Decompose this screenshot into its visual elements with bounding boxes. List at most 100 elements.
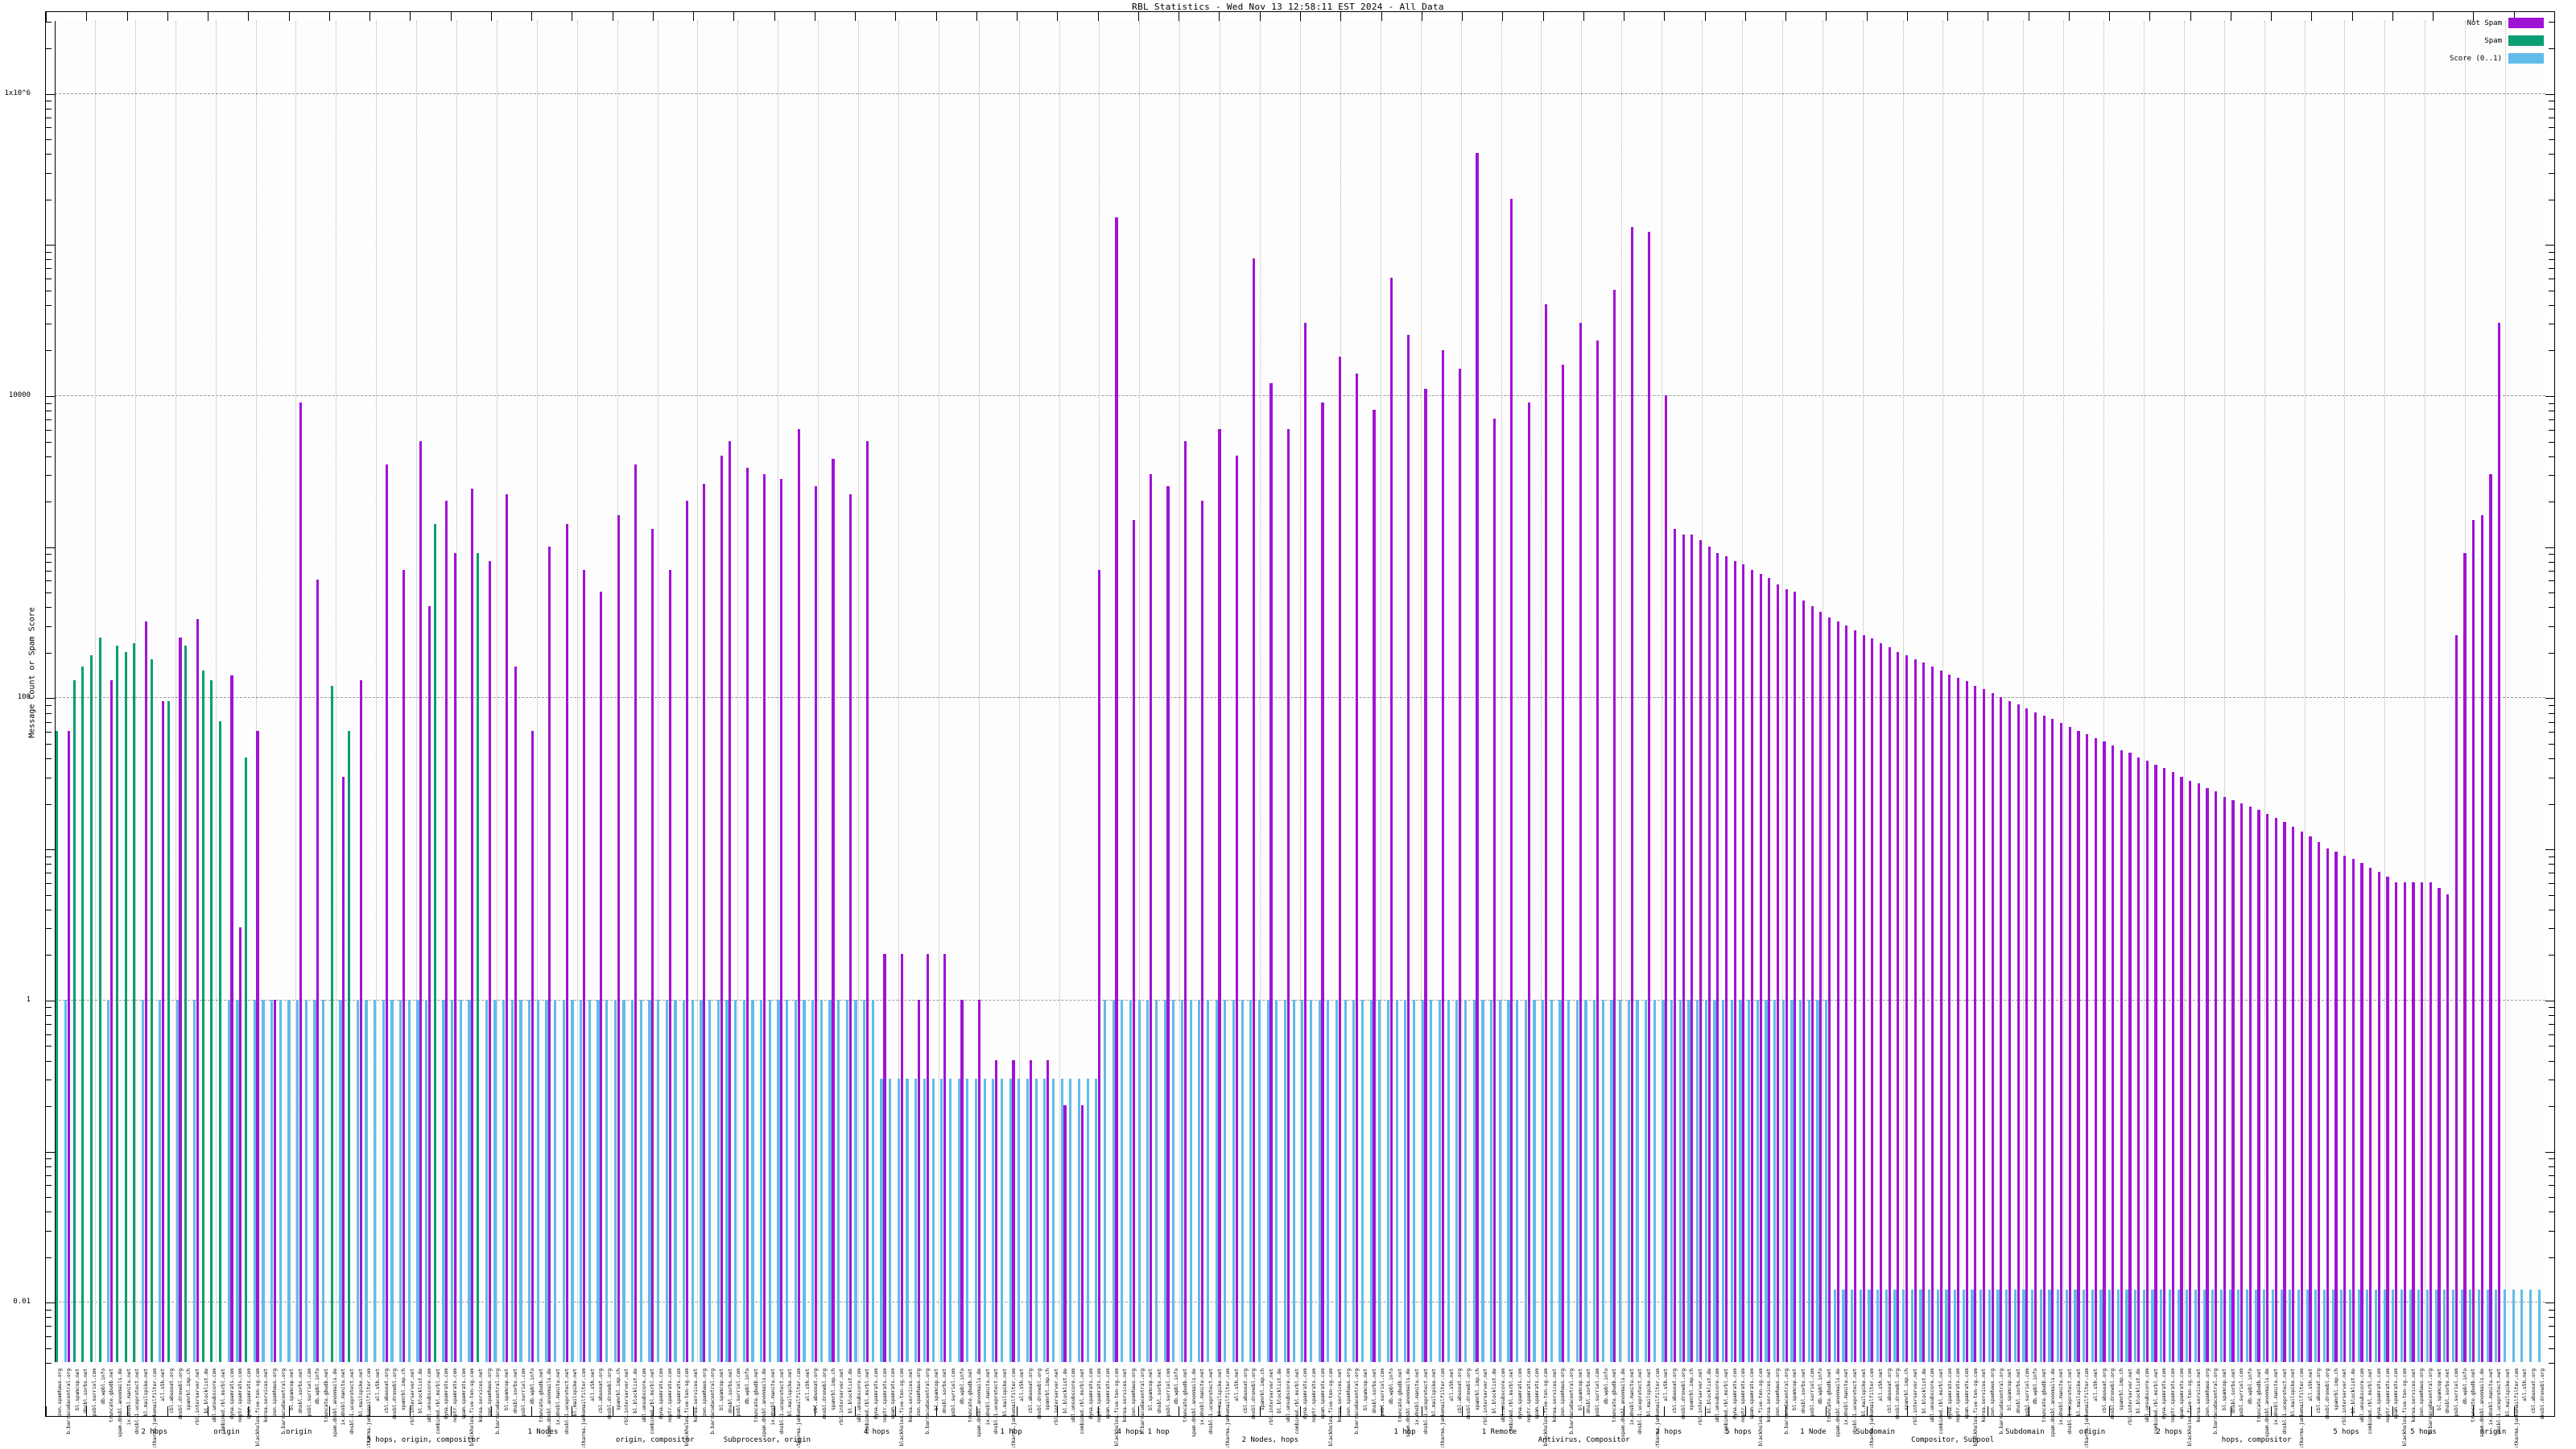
bar-group[interactable] <box>158 21 167 1362</box>
bar-not-spam[interactable] <box>419 440 423 1362</box>
bar-score[interactable] <box>2512 1290 2515 1362</box>
bar-score[interactable] <box>459 999 462 1362</box>
bar-not-spam[interactable] <box>1253 258 1256 1362</box>
bar-score[interactable] <box>2039 1290 2042 1362</box>
bar-score[interactable] <box>940 1079 943 1362</box>
bar-group[interactable] <box>1180 21 1189 1362</box>
bar-score[interactable] <box>175 999 179 1362</box>
bar-score[interactable] <box>708 999 712 1362</box>
bar-not-spam[interactable] <box>2223 796 2226 1362</box>
bar-group[interactable] <box>1953 21 1962 1362</box>
bar-not-spam[interactable] <box>1441 349 1444 1362</box>
bar-group[interactable] <box>1575 21 1583 1362</box>
bar-score[interactable] <box>691 999 694 1362</box>
bar-not-spam[interactable] <box>2257 810 2260 1362</box>
bar-group[interactable] <box>1206 21 1215 1362</box>
bar-not-spam[interactable] <box>1527 402 1530 1362</box>
bar-score[interactable] <box>1481 999 1484 1362</box>
bar-score[interactable] <box>1876 1290 1880 1362</box>
bar-score[interactable] <box>768 999 771 1362</box>
bar-not-spam[interactable] <box>1897 651 1900 1362</box>
bar-score[interactable] <box>786 999 789 1362</box>
bar-not-spam[interactable] <box>1974 685 1977 1362</box>
bar-group[interactable] <box>502 21 510 1362</box>
bar-score[interactable] <box>2314 1290 2318 1362</box>
bar-group[interactable] <box>167 21 175 1362</box>
bar-not-spam[interactable] <box>2454 634 2458 1362</box>
bar-group[interactable] <box>1214 21 1223 1362</box>
bar-group[interactable] <box>699 21 708 1362</box>
bar-score[interactable] <box>425 999 428 1362</box>
bar-score[interactable] <box>2254 1290 2257 1362</box>
bar-group[interactable] <box>948 21 957 1362</box>
bar-not-spam[interactable] <box>196 619 199 1362</box>
bar-score[interactable] <box>2168 1290 2172 1362</box>
bar-score[interactable] <box>1463 999 1468 1362</box>
bar-not-spam[interactable] <box>2266 813 2269 1362</box>
bar-not-spam[interactable] <box>1930 667 1934 1362</box>
bar-score[interactable] <box>1979 1290 1983 1362</box>
bar-not-spam[interactable] <box>1794 592 1797 1362</box>
bar-score[interactable] <box>1172 999 1175 1362</box>
bar-score[interactable] <box>948 1079 952 1362</box>
bar-group[interactable] <box>2330 21 2339 1362</box>
bar-group[interactable] <box>638 21 647 1362</box>
bar-score[interactable] <box>2409 1290 2412 1362</box>
bar-group[interactable] <box>1721 21 1730 1362</box>
bar-group[interactable] <box>355 21 364 1362</box>
bar-score[interactable] <box>1645 999 1648 1362</box>
bar-group[interactable] <box>226 21 235 1362</box>
bar-group[interactable] <box>381 21 390 1362</box>
bar-score[interactable] <box>510 999 514 1362</box>
bar-not-spam[interactable] <box>1802 600 1806 1362</box>
bar-not-spam[interactable] <box>471 489 474 1362</box>
bar-group[interactable] <box>1661 21 1670 1362</box>
bar-group[interactable] <box>759 21 768 1362</box>
bar-group[interactable] <box>2529 21 2537 1362</box>
bar-group[interactable] <box>1489 21 1498 1362</box>
bar-group[interactable] <box>1695 21 1704 1362</box>
bar-score[interactable] <box>1060 1079 1063 1362</box>
bar-group[interactable] <box>647 21 656 1362</box>
bar-group[interactable] <box>1000 21 1009 1362</box>
bar-group[interactable] <box>1979 21 1988 1362</box>
bar-score[interactable] <box>1249 999 1253 1362</box>
bar-group[interactable] <box>956 21 965 1362</box>
bar-group[interactable] <box>776 21 785 1362</box>
bar-not-spam[interactable] <box>1459 368 1462 1362</box>
bar-not-spam[interactable] <box>2145 761 2149 1362</box>
bar-not-spam[interactable] <box>883 954 886 1362</box>
bar-group[interactable] <box>2168 21 2177 1362</box>
bar-score[interactable] <box>2425 1290 2429 1362</box>
bar-group[interactable] <box>1988 21 1996 1362</box>
bar-score[interactable] <box>992 1079 995 1362</box>
bar-group[interactable] <box>1257 21 1266 1362</box>
bar-group[interactable] <box>398 21 407 1362</box>
bar-not-spam[interactable] <box>848 494 852 1362</box>
bar-not-spam[interactable] <box>1115 217 1118 1362</box>
bar-score[interactable] <box>1765 999 1768 1362</box>
bar-group[interactable] <box>2494 21 2503 1362</box>
bar-score[interactable] <box>1369 999 1373 1362</box>
bar-score[interactable] <box>1524 999 1527 1362</box>
bar-score[interactable] <box>957 1079 960 1362</box>
bar-score[interactable] <box>2280 1290 2283 1362</box>
bar-not-spam[interactable] <box>1827 617 1831 1362</box>
bar-group[interactable] <box>2176 21 2185 1362</box>
bar-score[interactable] <box>1756 999 1759 1362</box>
bar-score[interactable] <box>1018 1079 1021 1362</box>
bar-score[interactable] <box>2108 1290 2112 1362</box>
bar-not-spam[interactable] <box>2180 776 2183 1362</box>
bar-not-spam[interactable] <box>926 954 929 1362</box>
bar-group[interactable] <box>630 21 639 1362</box>
bar-group[interactable] <box>441 21 450 1362</box>
bar-not-spam[interactable] <box>1012 1059 1015 1362</box>
bar-group[interactable] <box>1686 21 1695 1362</box>
bar-score[interactable] <box>1902 1290 1905 1362</box>
bar-group[interactable] <box>1429 21 1438 1362</box>
bar-group[interactable] <box>1497 21 1506 1362</box>
bar-score[interactable] <box>716 999 720 1362</box>
bar-not-spam[interactable] <box>2059 722 2063 1362</box>
bar-spam[interactable] <box>184 646 188 1362</box>
bar-score[interactable] <box>1662 999 1665 1362</box>
